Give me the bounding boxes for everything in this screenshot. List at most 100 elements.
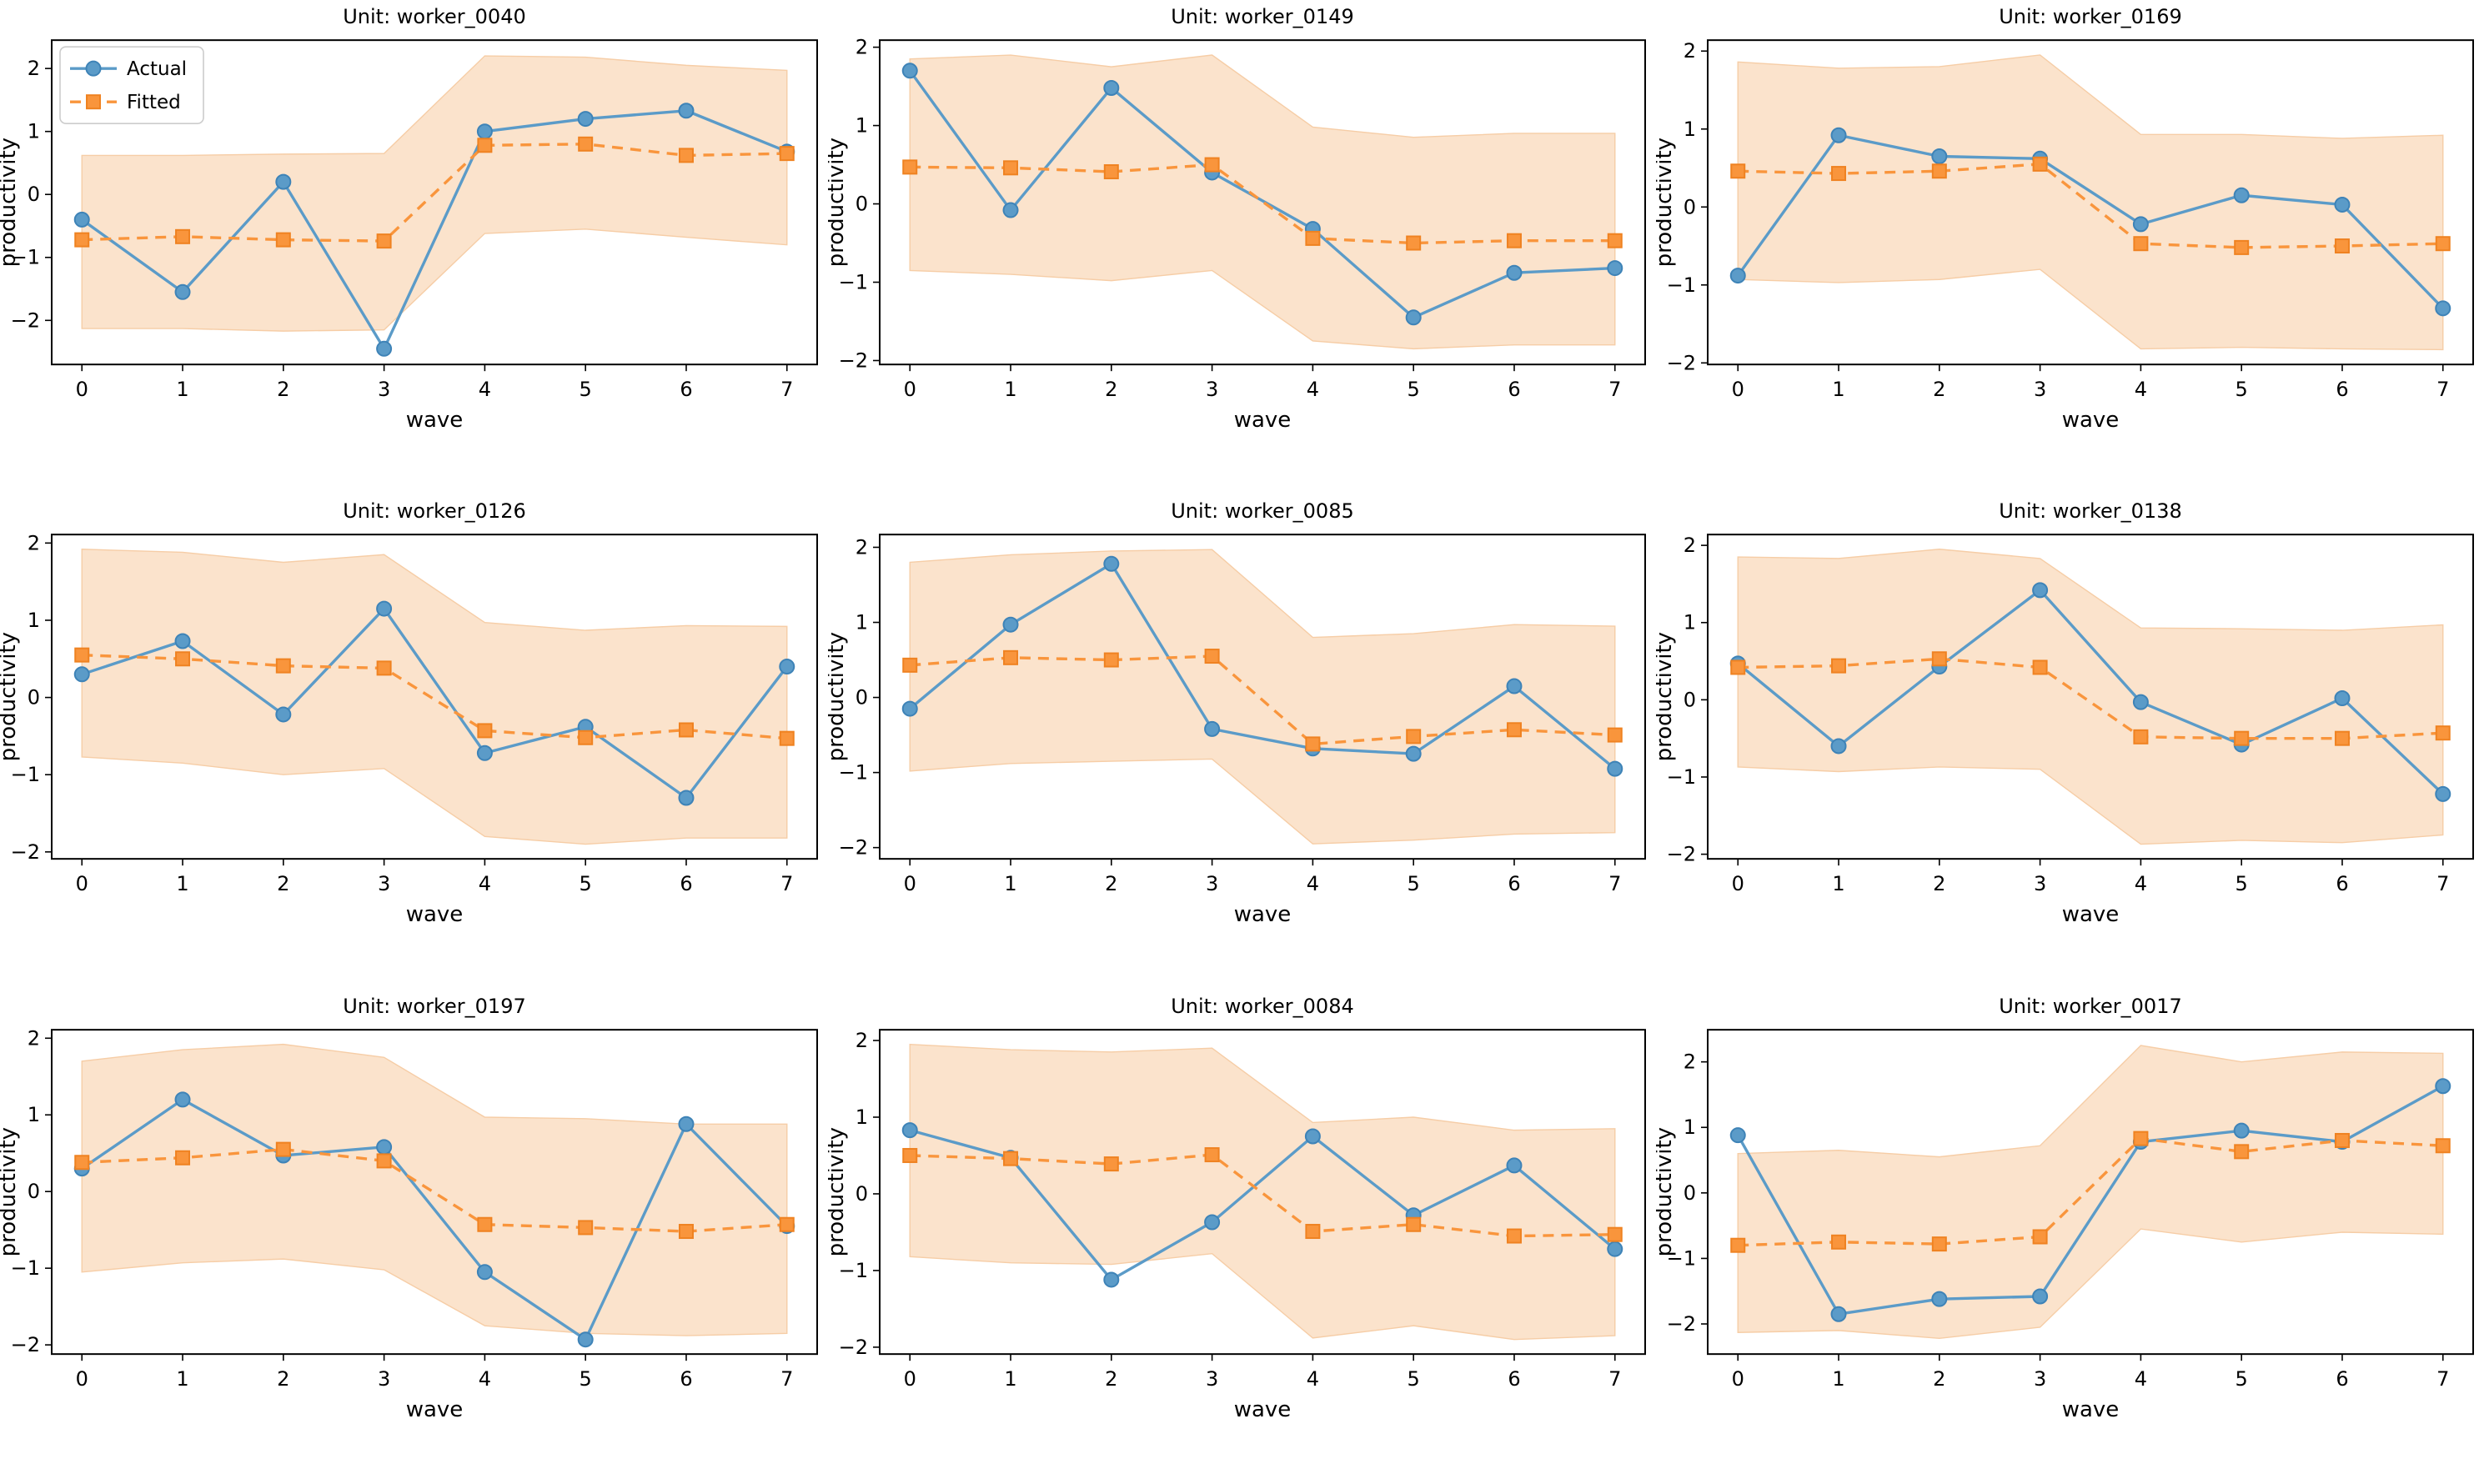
fitted-marker (779, 1216, 795, 1232)
y-tick-label: 2 (1684, 1050, 1696, 1073)
y-axis-label: productivity (828, 632, 849, 761)
actual-marker (2132, 694, 2149, 710)
fitted-line (1738, 163, 2443, 249)
fitted-marker (2133, 1131, 2149, 1146)
x-axis-label: wave (2062, 902, 2120, 927)
y-tick-label: 1 (28, 609, 40, 632)
y-axis-label: productivity (828, 1127, 849, 1256)
fitted-marker (175, 651, 191, 667)
actual-marker (2233, 1122, 2250, 1139)
x-tick-label: 7 (780, 1367, 793, 1391)
actual-marker (2334, 196, 2351, 213)
x-tick-label: 2 (1105, 378, 1117, 401)
y-tick-label: 2 (28, 532, 40, 555)
x-tick-label: 5 (1408, 1367, 1420, 1391)
fitted-marker (2435, 725, 2451, 741)
actual-marker (1506, 1157, 1523, 1174)
x-tick-label: 0 (904, 378, 916, 401)
fitted-marker (902, 1147, 918, 1163)
y-tick-label: 1 (1684, 1116, 1696, 1139)
x-tick-label: 5 (2236, 872, 2248, 895)
actual-marker (1204, 721, 1221, 738)
y-tick-label: 1 (28, 120, 40, 143)
x-tick-label: 2 (1933, 378, 1945, 401)
x-tick-label: 6 (2336, 872, 2348, 895)
actual-marker (577, 1331, 594, 1347)
x-tick-label: 4 (1307, 378, 1319, 401)
y-tick-label: 0 (856, 1182, 868, 1206)
x-tick-label: 7 (2436, 378, 2449, 401)
fitted-marker (678, 722, 694, 738)
fitted-marker (2032, 1229, 2048, 1245)
x-tick-label: 3 (1206, 1367, 1218, 1391)
fitted-marker (1506, 1228, 1522, 1244)
actual-marker (1830, 127, 1847, 143)
x-tick-label: 0 (76, 1367, 88, 1391)
actual-marker (678, 103, 695, 119)
fitted-marker (2234, 239, 2250, 255)
fitted-line (82, 654, 787, 740)
subplot-unit-worker-0084: 0 1 2 3 4 5 6 7 −2 −1 0 1 2 Unit: worker_0084 wave prod… (828, 990, 1656, 1484)
subplot-unit-worker-0149: 0 1 2 3 4 5 6 7 −2 −1 0 1 2 Unit: worker_0149 wave prod… (828, 0, 1656, 494)
actual-marker (901, 1121, 918, 1138)
chart-title: Unit: worker_0197 (343, 995, 526, 1018)
x-axis-label: wave (406, 1397, 464, 1422)
x-tick-label: 1 (176, 1367, 188, 1391)
x-tick-label: 5 (580, 378, 592, 401)
x-tick-label: 4 (2135, 1367, 2147, 1391)
x-tick-label: 0 (1732, 1367, 1744, 1391)
legend-square-marker (86, 94, 101, 110)
x-tick-label: 2 (277, 1367, 289, 1391)
actual-marker (577, 111, 594, 128)
x-tick-label: 4 (1307, 1367, 1319, 1391)
fitted-marker (779, 731, 795, 747)
fitted-marker (2334, 238, 2350, 254)
fitted-marker (1406, 729, 1422, 745)
actual-marker (901, 700, 918, 717)
x-axis-label: wave (2062, 408, 2120, 433)
x-axis-label: wave (2062, 1397, 2120, 1422)
fitted-marker (1506, 722, 1522, 738)
y-tick-label: 0 (856, 686, 868, 709)
fitted-marker (2032, 659, 2048, 675)
x-tick-label: 7 (2436, 1367, 2449, 1391)
actual-marker (174, 1091, 191, 1108)
fitted-marker (1204, 1146, 1220, 1162)
fitted-marker (1931, 163, 1947, 179)
x-tick-label: 5 (2236, 1367, 2248, 1391)
x-tick-label: 7 (780, 378, 793, 401)
y-tick-label: −1 (839, 1259, 868, 1282)
fitted-marker (376, 1153, 392, 1169)
axes-spines (879, 39, 1646, 366)
confidence-band (1737, 1044, 2444, 1339)
fitted-marker (477, 723, 493, 739)
x-tick-label: 0 (1732, 872, 1744, 895)
actual-line (81, 109, 788, 350)
fitted-marker (1305, 230, 1321, 246)
actual-marker (1405, 309, 1422, 326)
x-tick-label: 7 (780, 872, 793, 895)
x-tick-label: 4 (479, 1367, 491, 1391)
x-tick-label: 3 (2034, 1367, 2046, 1391)
x-axis-label: wave (1234, 408, 1292, 433)
actual-marker (174, 633, 191, 649)
y-tick-label: 1 (856, 114, 868, 138)
fitted-marker (1103, 652, 1119, 668)
actual-marker (2032, 582, 2049, 599)
y-tick-label: −1 (11, 764, 40, 787)
actual-marker (2334, 690, 2351, 707)
actual-marker (1204, 1214, 1221, 1231)
fitted-line (82, 1147, 787, 1233)
fitted-marker (1831, 658, 1847, 674)
x-tick-label: 6 (1508, 378, 1520, 401)
y-tick-label: 1 (856, 1105, 868, 1129)
y-tick-label: 0 (856, 193, 868, 216)
actual-marker (1103, 1271, 1120, 1288)
fitted-marker (1204, 157, 1220, 173)
y-tick-label: 0 (28, 183, 40, 206)
